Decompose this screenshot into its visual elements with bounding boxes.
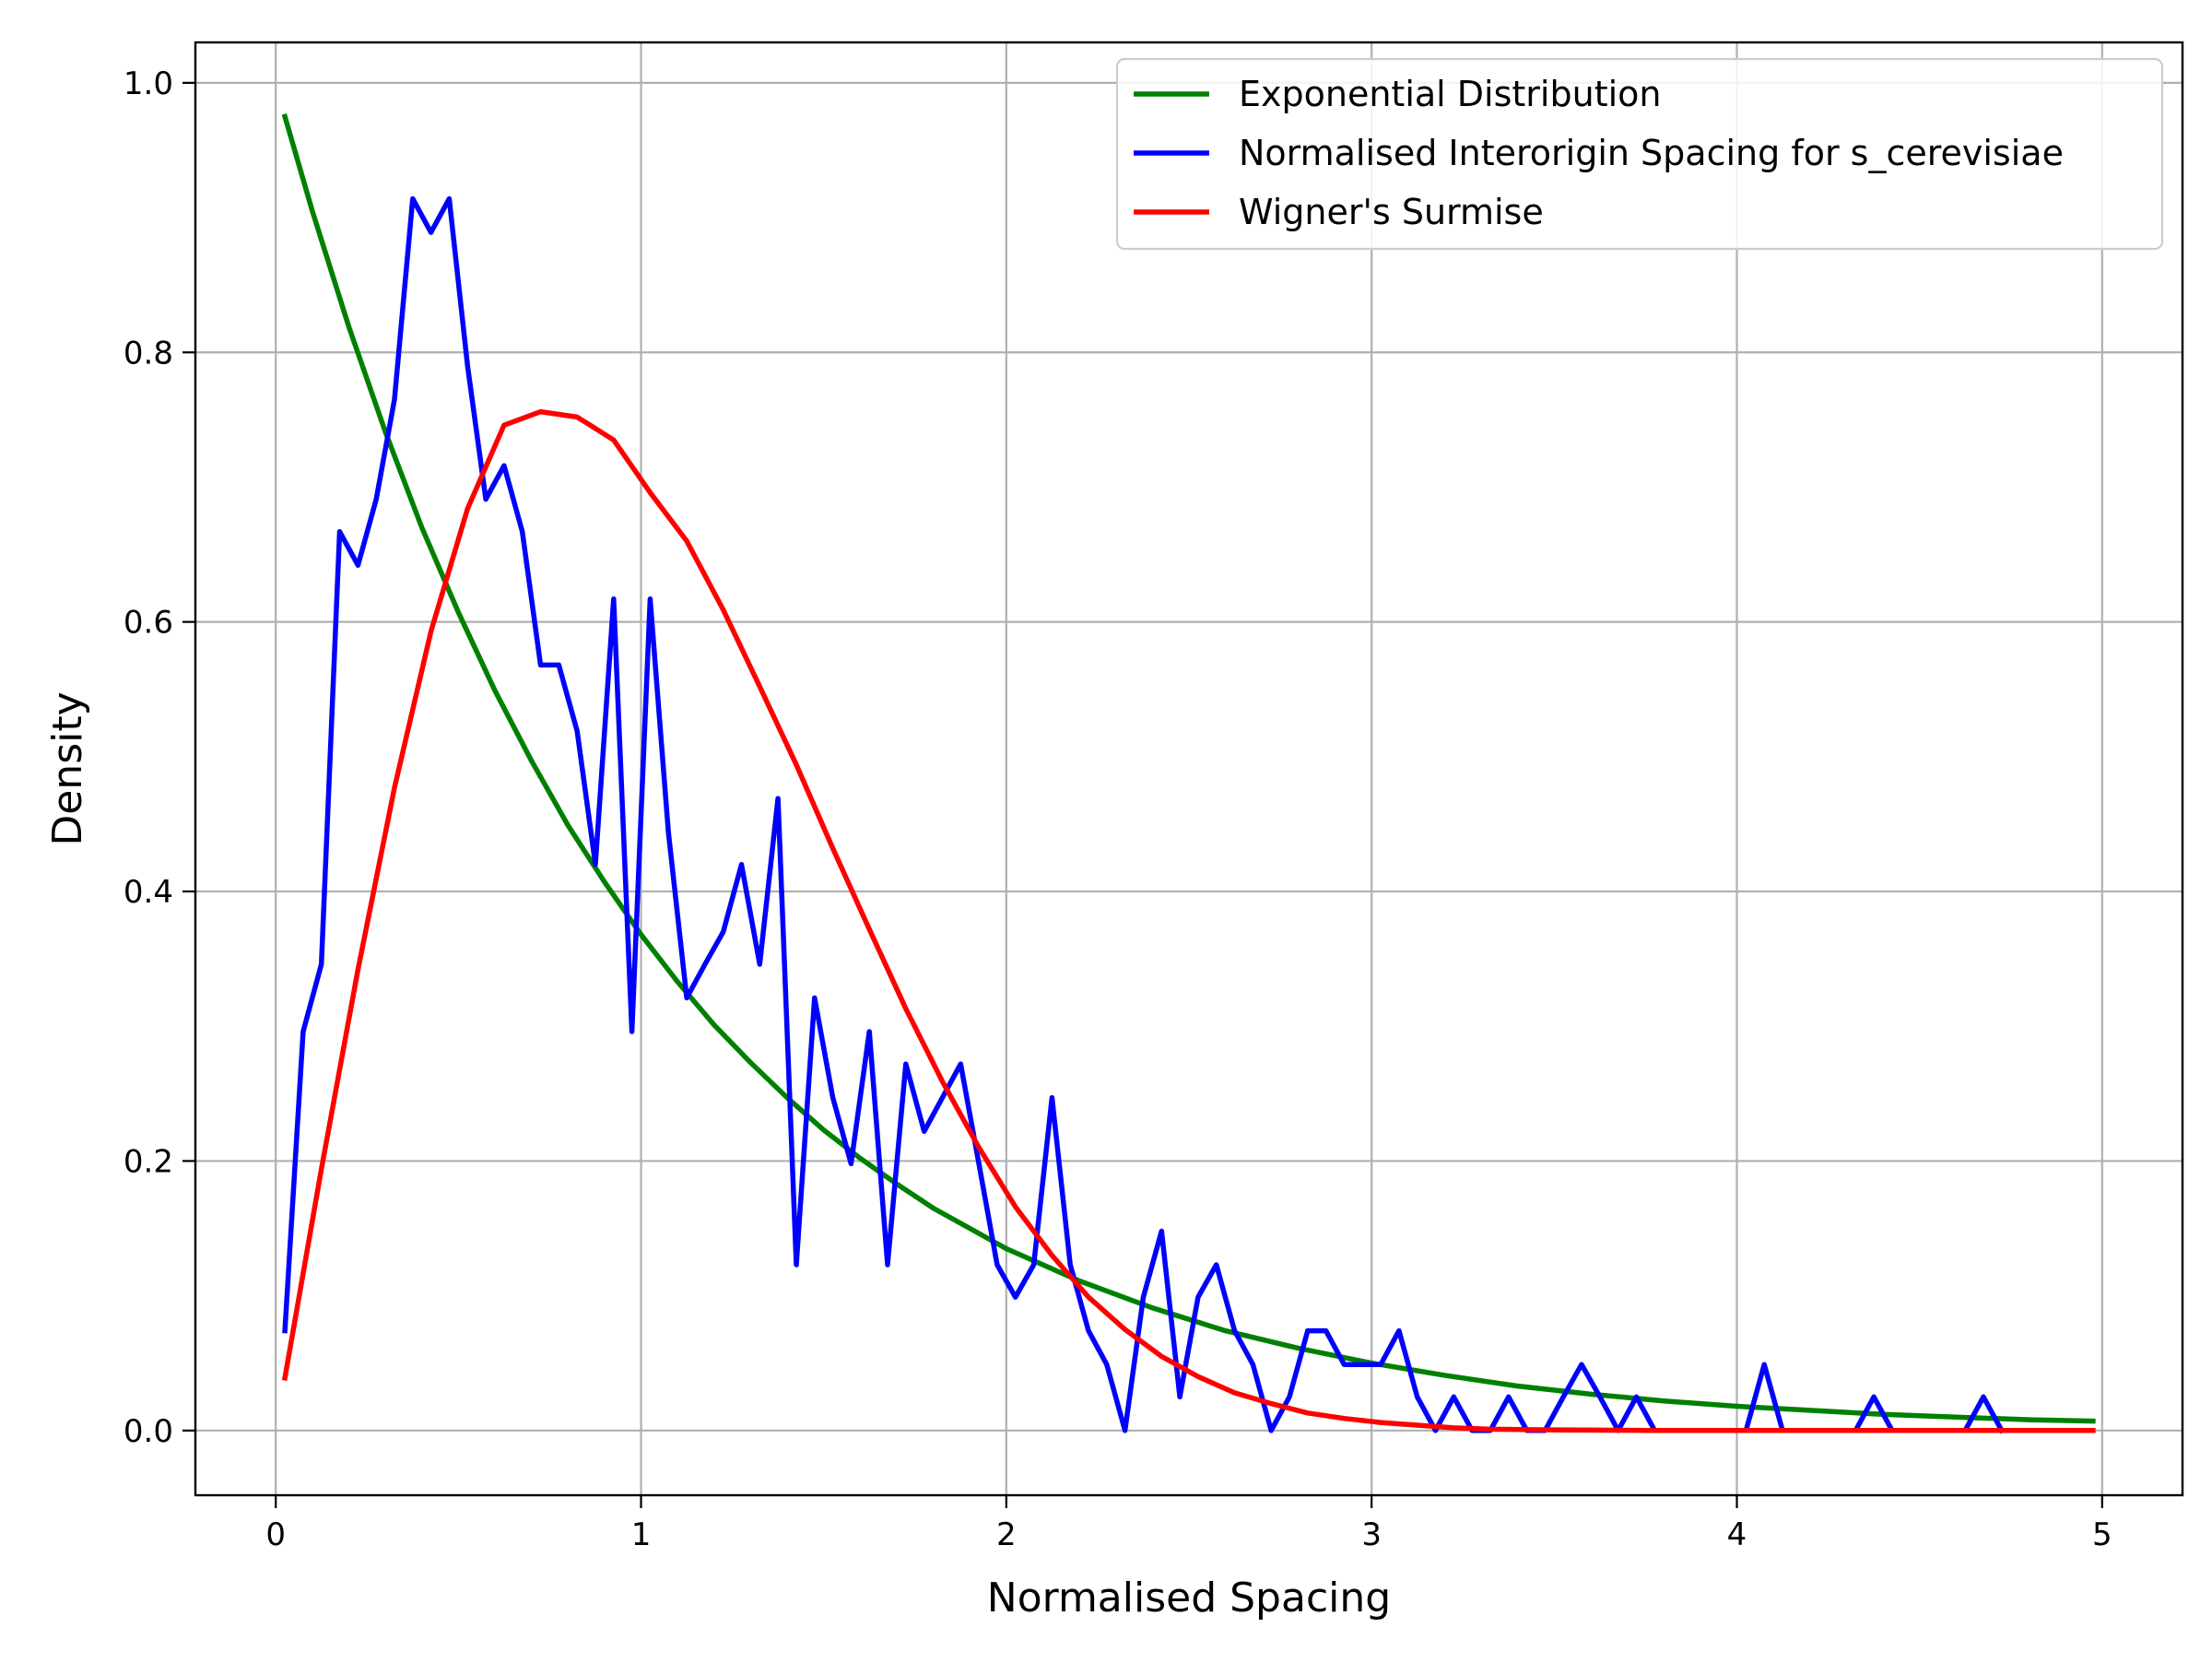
x-axis-label: Normalised Spacing [987, 1575, 1391, 1622]
legend: Exponential Distribution Normalised Inter… [1115, 57, 2164, 251]
x-tick-label: 0 [265, 1516, 286, 1553]
axis-ticks: 0 1 2 3 4 5 0.0 0.2 0.4 0.6 0.8 1.0 [124, 65, 2112, 1553]
x-tick-label: 4 [1727, 1516, 1747, 1553]
legend-label: Wigner's Surmise [1239, 192, 1544, 232]
legend-box [1115, 57, 2164, 251]
plot-frame [194, 41, 2184, 1497]
series-lines [281, 112, 2096, 1434]
x-tick-label: 3 [1361, 1516, 1382, 1553]
series-line-exponential-distribution [281, 112, 2096, 1424]
series-line-wigner-s-surmise [281, 408, 2096, 1433]
x-tick-label: 2 [996, 1516, 1017, 1553]
y-tick-label: 0.6 [124, 605, 173, 642]
legend-label: Exponential Distribution [1239, 74, 1662, 114]
y-tick-label: 0.0 [124, 1413, 173, 1450]
y-tick-label: 1.0 [124, 65, 173, 102]
y-tick-label: 0.4 [124, 874, 173, 911]
y-tick-label: 0.8 [124, 335, 173, 372]
y-tick-label: 0.2 [124, 1143, 173, 1180]
x-tick-label: 5 [2092, 1516, 2112, 1553]
y-axis-label: Density [44, 691, 91, 845]
legend-label: Normalised Interorigin Spacing for s_cer… [1239, 133, 2064, 173]
x-tick-label: 1 [631, 1516, 652, 1553]
